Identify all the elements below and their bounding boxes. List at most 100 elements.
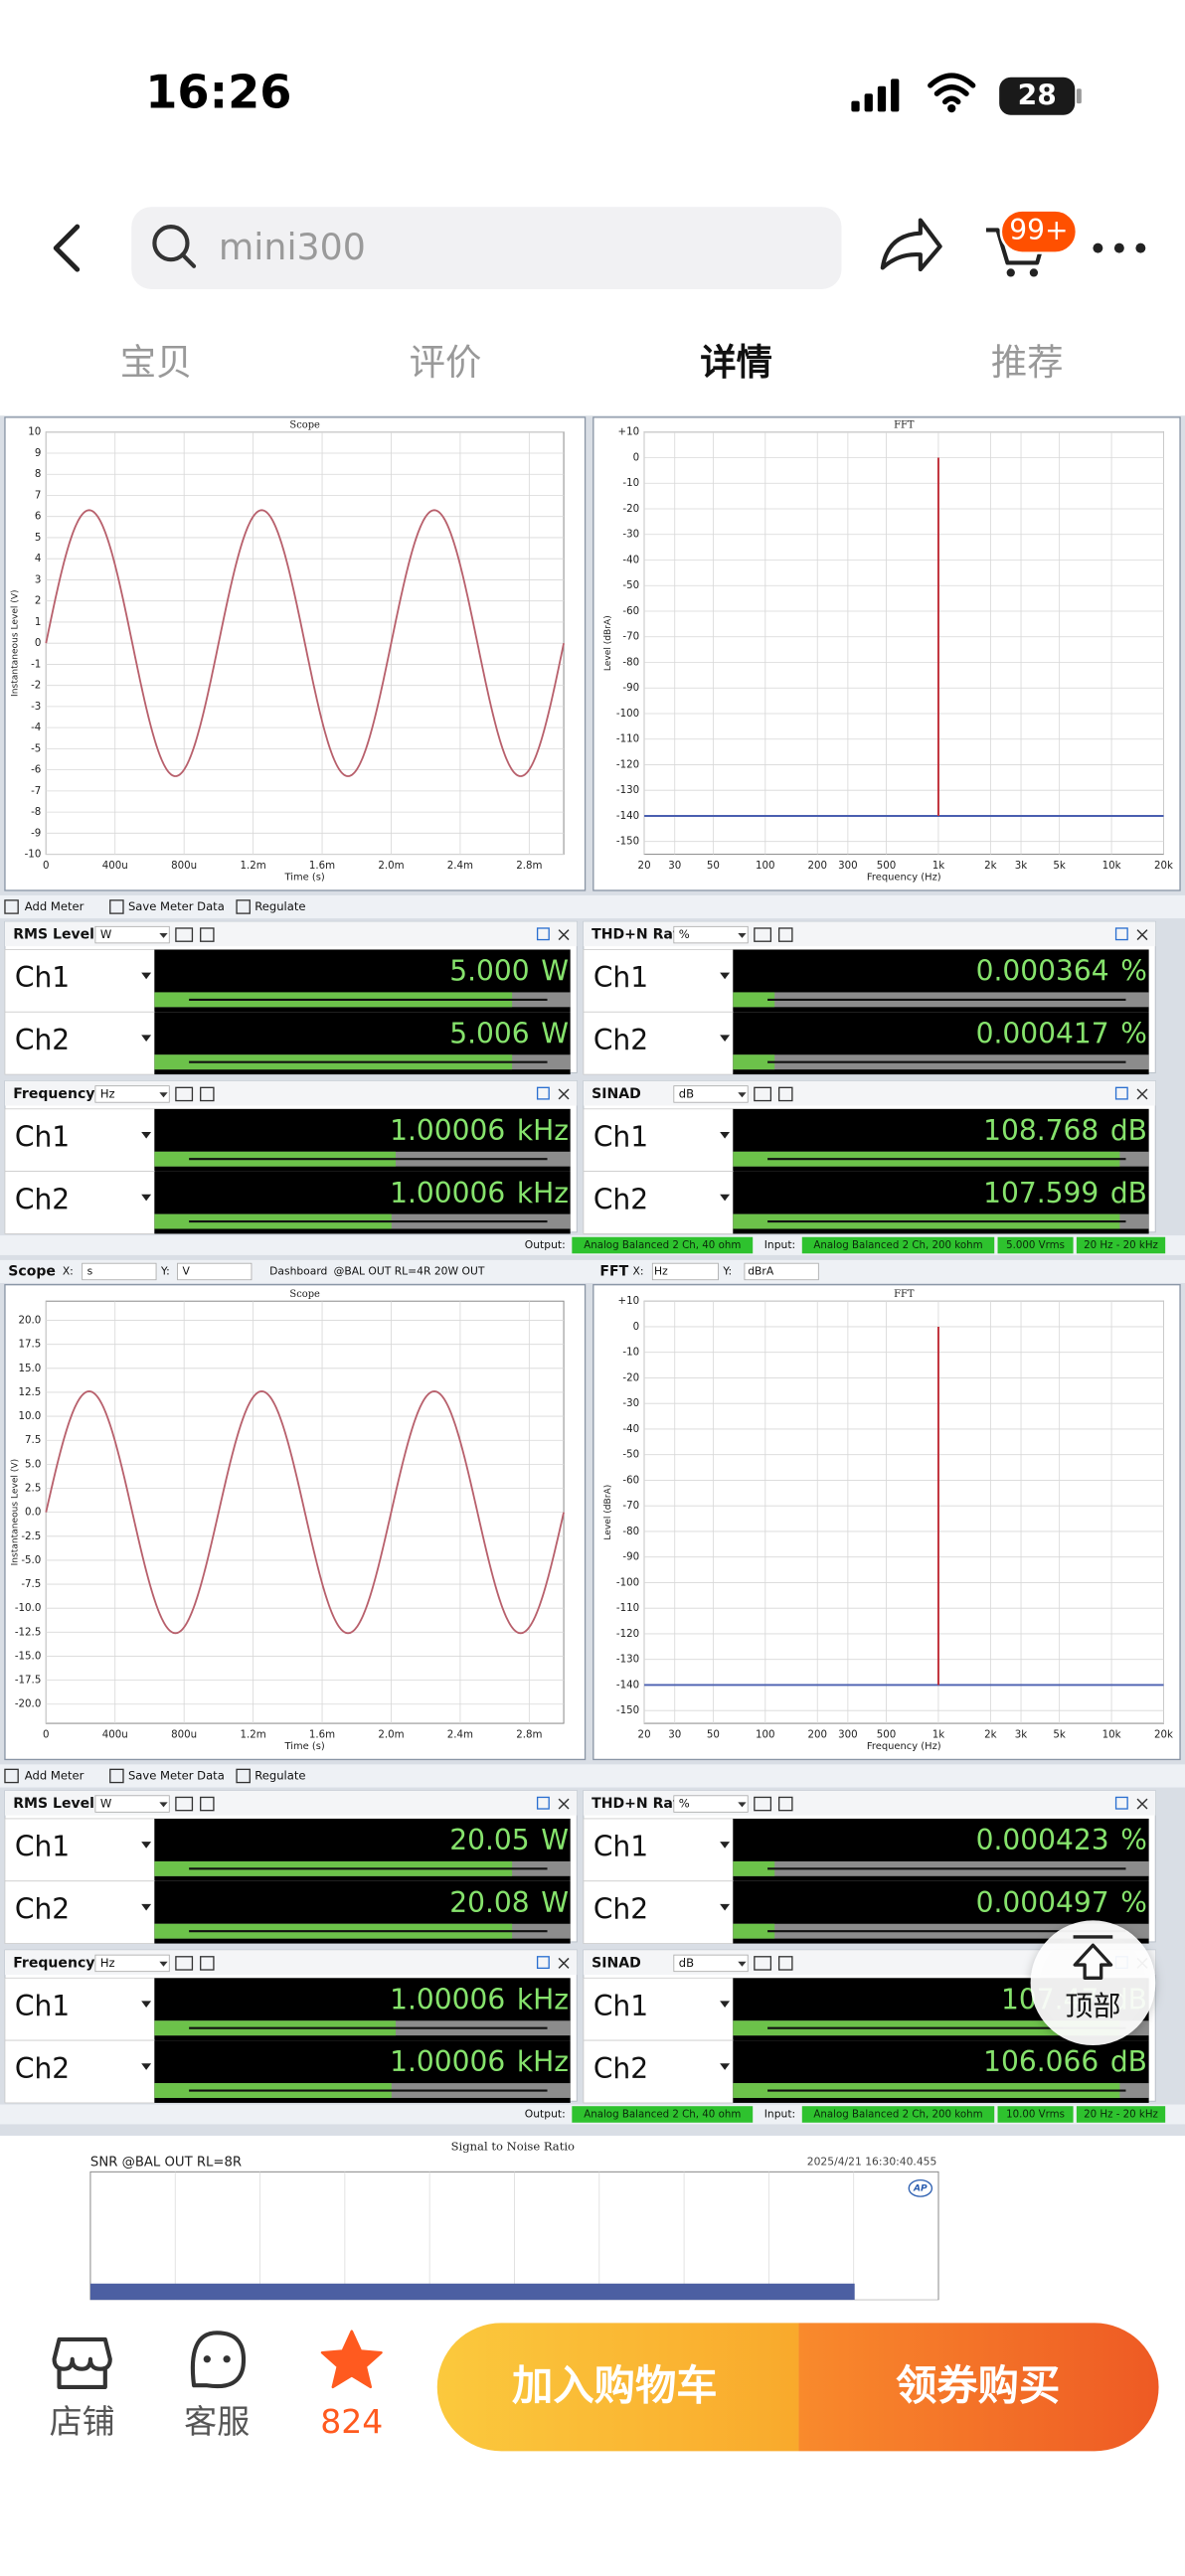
tab[interactable]: 宝贝 bbox=[120, 341, 193, 384]
close-icon[interactable] bbox=[558, 1957, 570, 1969]
unit-dropdown[interactable] bbox=[94, 1085, 170, 1103]
meter-option-icon[interactable] bbox=[175, 1956, 194, 1971]
toolbar-icon[interactable] bbox=[4, 899, 19, 914]
favorite-star[interactable] bbox=[320, 2330, 383, 2389]
shop-label[interactable]: 店铺 bbox=[50, 2402, 115, 2441]
unit-dropdown[interactable] bbox=[673, 1954, 749, 1973]
meter-settings-icon[interactable] bbox=[777, 927, 793, 942]
channel-dropdown-arrow[interactable] bbox=[141, 1194, 152, 1202]
toolbar-button[interactable]: Regulate bbox=[254, 899, 305, 913]
meter-settings-icon[interactable] bbox=[200, 1956, 215, 1971]
channel-dropdown-arrow[interactable] bbox=[141, 1842, 152, 1849]
channel-dropdown-arrow[interactable] bbox=[720, 2001, 731, 2009]
toolbar-icon[interactable] bbox=[236, 899, 251, 914]
back-button[interactable] bbox=[53, 224, 81, 272]
channel-dropdown-arrow[interactable] bbox=[141, 2001, 152, 2009]
toolbar-dropdown[interactable] bbox=[651, 1262, 719, 1281]
toolbar-dropdown[interactable] bbox=[177, 1262, 253, 1281]
back-to-top-icon bbox=[1073, 1935, 1113, 1980]
meter-settings-icon[interactable] bbox=[777, 1796, 793, 1812]
y-tick-label: -100 bbox=[616, 708, 639, 720]
more-dot[interactable] bbox=[1135, 242, 1146, 253]
toolbar-button[interactable]: Add Meter bbox=[25, 899, 85, 913]
meter-option-icon[interactable] bbox=[175, 1086, 194, 1102]
channel-dropdown-arrow[interactable] bbox=[720, 972, 731, 980]
close-icon[interactable] bbox=[1136, 1088, 1148, 1100]
channel-cell bbox=[4, 1108, 155, 1173]
meter-settings-icon[interactable] bbox=[200, 1086, 215, 1102]
unit-dropdown[interactable] bbox=[673, 1085, 749, 1103]
share-button[interactable] bbox=[880, 218, 942, 272]
channel-dropdown-arrow[interactable] bbox=[720, 1035, 731, 1043]
channel-dropdown-arrow[interactable] bbox=[141, 2063, 152, 2070]
unit-dropdown[interactable] bbox=[94, 1954, 170, 1973]
add-to-cart-button[interactable] bbox=[436, 2323, 799, 2452]
chart-title: Scope bbox=[289, 1289, 320, 1300]
channel-dropdown-arrow[interactable] bbox=[720, 1194, 731, 1202]
popout-icon[interactable] bbox=[536, 1956, 550, 1970]
back-to-top[interactable] bbox=[1030, 1920, 1156, 2046]
add-to-cart-label[interactable]: 加入购物车 bbox=[512, 2362, 718, 2410]
toolbar-dropdown[interactable] bbox=[744, 1262, 819, 1281]
search-box[interactable] bbox=[131, 207, 842, 289]
toolbar-button[interactable]: Save Meter Data bbox=[128, 899, 225, 913]
service-icon[interactable] bbox=[190, 2331, 247, 2389]
meter-settings-icon[interactable] bbox=[200, 927, 215, 942]
channel-dropdown-arrow[interactable] bbox=[141, 972, 152, 980]
toolbar-icon[interactable] bbox=[236, 1768, 251, 1784]
popout-icon[interactable] bbox=[1114, 1796, 1128, 1810]
meter-settings-icon[interactable] bbox=[777, 1086, 793, 1102]
y-tick-label: -20 bbox=[622, 1371, 639, 1383]
meter-option-icon[interactable] bbox=[754, 1956, 772, 1971]
popout-icon[interactable] bbox=[536, 1086, 550, 1100]
meter-option-icon[interactable] bbox=[754, 1086, 772, 1102]
toolbar-text: Dashboard bbox=[269, 1264, 327, 1277]
more-dot[interactable] bbox=[1093, 242, 1103, 253]
toolbar-icon[interactable] bbox=[4, 1768, 19, 1784]
back-to-top-label[interactable]: 顶部 bbox=[1065, 1990, 1120, 2022]
close-icon[interactable] bbox=[558, 1088, 570, 1100]
close-icon[interactable] bbox=[1136, 1798, 1148, 1810]
toolbar-button[interactable]: Add Meter bbox=[25, 1768, 85, 1782]
channel-label: Ch1 bbox=[593, 1121, 648, 1154]
unit-dropdown[interactable] bbox=[673, 925, 749, 944]
tab[interactable]: 评价 bbox=[410, 341, 482, 384]
channel-dropdown-arrow[interactable] bbox=[720, 1131, 731, 1139]
popout-icon[interactable] bbox=[1114, 927, 1128, 941]
toolbar-button[interactable]: Save Meter Data bbox=[128, 1768, 225, 1782]
channel-dropdown-arrow[interactable] bbox=[141, 1035, 152, 1043]
channel-dropdown-arrow[interactable] bbox=[141, 1131, 152, 1139]
meter-settings-icon[interactable] bbox=[200, 1796, 215, 1812]
popout-icon[interactable] bbox=[536, 1796, 550, 1810]
unit-dropdown[interactable] bbox=[94, 925, 170, 944]
popout-icon[interactable] bbox=[536, 927, 550, 941]
tab[interactable]: 详情 bbox=[700, 341, 772, 384]
meter-option-icon[interactable] bbox=[754, 927, 772, 942]
service-label[interactable]: 客服 bbox=[184, 2402, 250, 2441]
more-dot[interactable] bbox=[1113, 242, 1124, 253]
toolbar-icon[interactable] bbox=[109, 899, 124, 914]
favorite-count[interactable]: 824 bbox=[320, 2402, 383, 2441]
meter-option-icon[interactable] bbox=[175, 927, 194, 942]
toolbar-button[interactable]: Regulate bbox=[254, 1768, 305, 1782]
meter-settings-icon[interactable] bbox=[777, 1956, 793, 1971]
buy-label[interactable]: 领券购买 bbox=[896, 2362, 1060, 2410]
meter-option-icon[interactable] bbox=[754, 1796, 772, 1812]
popout-icon[interactable] bbox=[1114, 1086, 1128, 1100]
unit-dropdown[interactable] bbox=[94, 1795, 170, 1813]
close-icon[interactable] bbox=[1136, 929, 1148, 941]
channel-dropdown-arrow[interactable] bbox=[720, 2063, 731, 2070]
toolbar-icon[interactable] bbox=[109, 1768, 124, 1784]
channel-dropdown-arrow[interactable] bbox=[720, 1903, 731, 1911]
channel-dropdown-arrow[interactable] bbox=[141, 1903, 152, 1911]
close-icon[interactable] bbox=[558, 1798, 570, 1810]
tab[interactable]: 推荐 bbox=[991, 341, 1064, 384]
buy-button[interactable] bbox=[798, 2323, 1159, 2452]
y-tick-label: -10.0 bbox=[15, 1602, 41, 1614]
close-icon[interactable] bbox=[558, 929, 570, 941]
meter-option-icon[interactable] bbox=[175, 1796, 194, 1812]
shop-icon[interactable] bbox=[52, 2336, 112, 2389]
toolbar-dropdown[interactable] bbox=[82, 1262, 157, 1281]
channel-dropdown-arrow[interactable] bbox=[720, 1842, 731, 1849]
unit-dropdown[interactable] bbox=[673, 1795, 749, 1813]
